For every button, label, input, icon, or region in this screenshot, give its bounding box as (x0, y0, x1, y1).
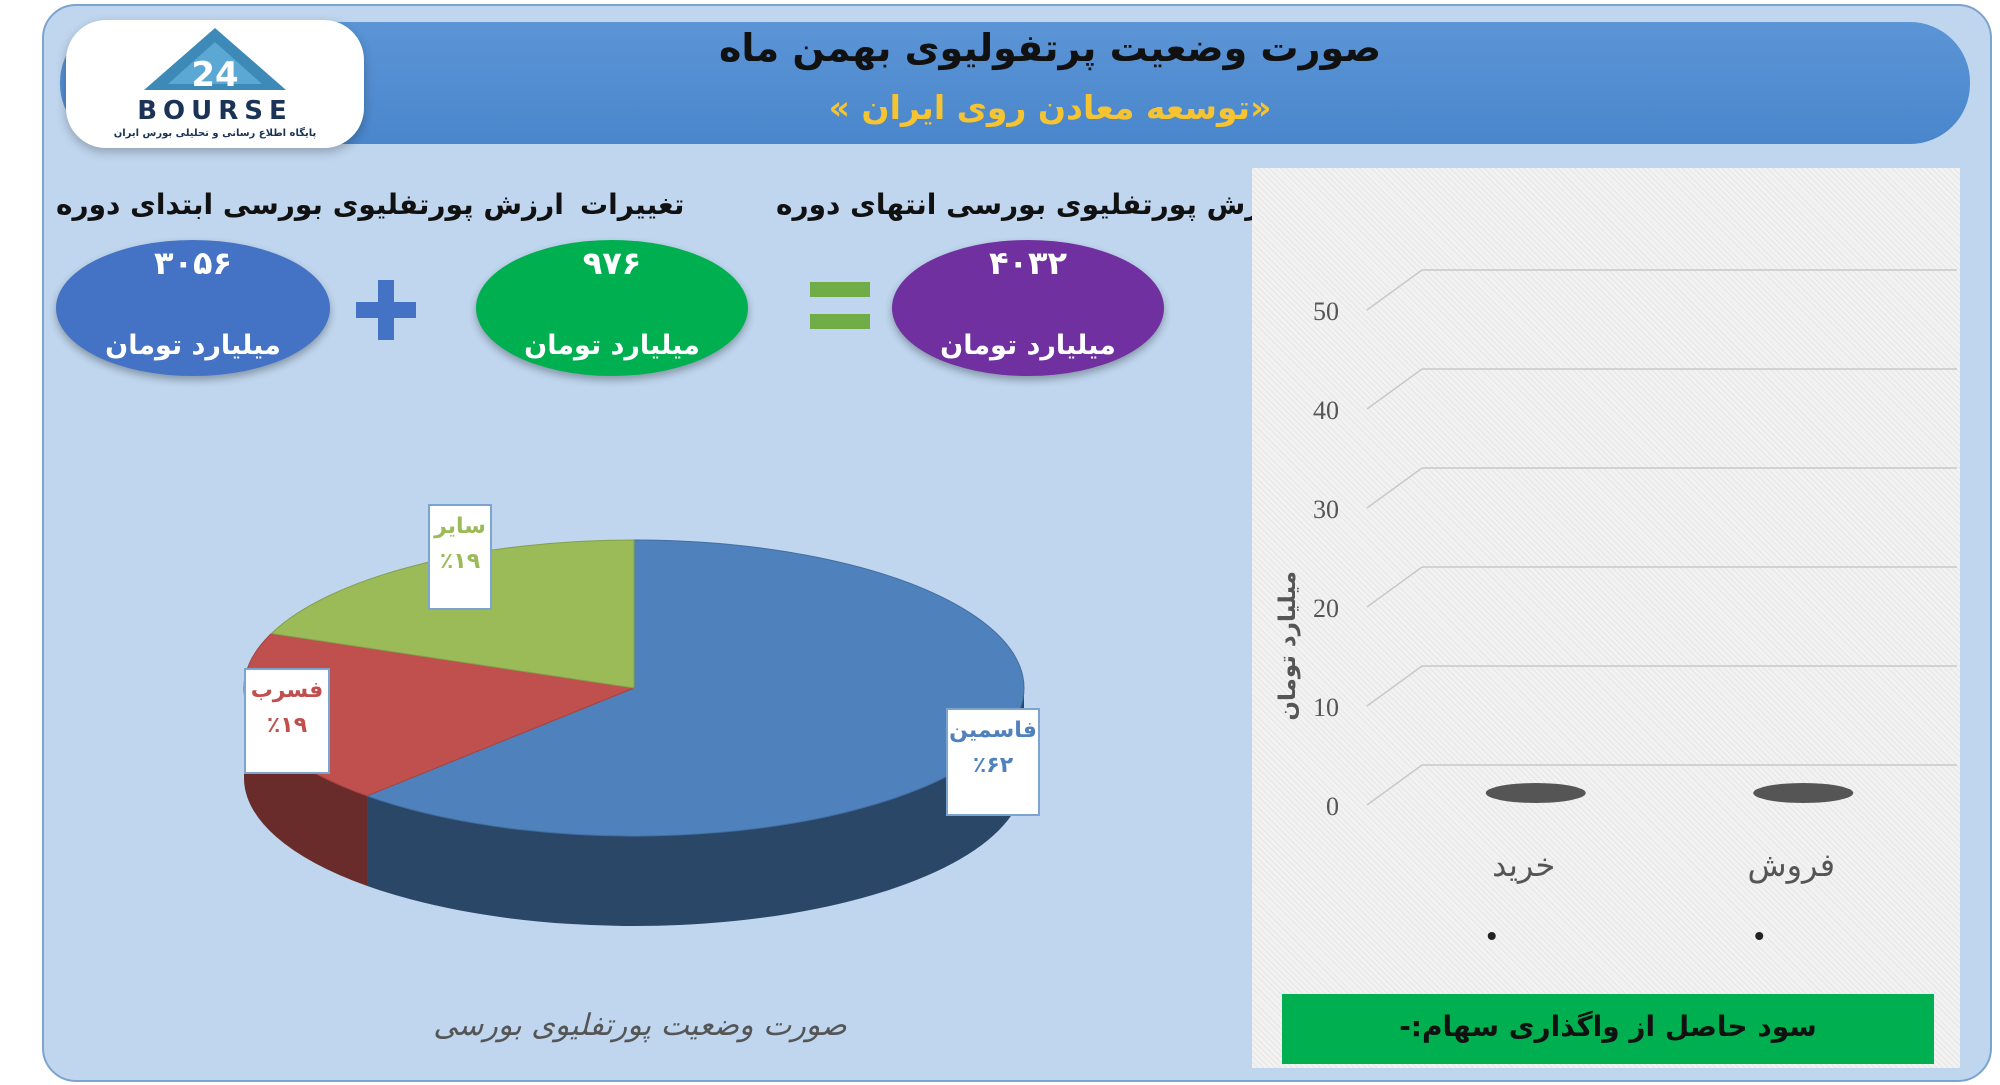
logo-mark-icon: 24 (144, 28, 286, 95)
grid-diag-5 (1366, 269, 1423, 311)
bar-chart-ylabel: میلیارد تومان (1275, 571, 1301, 721)
end-value: ۴۰۳۲ (988, 244, 1068, 282)
y-tick-label-0: 0 (1326, 792, 1339, 821)
bar-1 (1753, 783, 1854, 803)
pie-label-fasrab-name: فسرب (250, 678, 324, 703)
x-tick-label-1: فروش (1748, 846, 1835, 884)
end-value-oval: ۴۰۳۲ میلیارد تومان (892, 240, 1164, 376)
grid-diag-2 (1366, 566, 1423, 608)
start-value-oval: ۳۰۵۶ میلیارد تومان (56, 240, 330, 376)
logo-word: BOURSE (137, 96, 293, 126)
y-tick-label-4: 40 (1313, 396, 1339, 425)
pie-chart-title: صورت وضعیت پورتفلیوی بورسی (433, 1008, 847, 1043)
grid-diag-0 (1366, 764, 1423, 806)
grid-diag-1 (1366, 665, 1423, 707)
pie-label-fasmin: فاسمین ٪۶۲ (946, 708, 1040, 816)
buy-sell-bar-chart: 0 10 20 30 40 50 خرید فروش (1313, 269, 1957, 940)
pie-label-fasmin-name: فاسمین (949, 718, 1037, 743)
x-tick-label-0: خرید (1492, 846, 1555, 884)
pie-side-0-0 (367, 688, 1024, 926)
portfolio-pie-chart (243, 539, 1025, 926)
start-unit: میلیارد تومان (105, 330, 281, 361)
pie-side-1-0 (244, 688, 368, 886)
y-tick-label-2: 20 (1313, 594, 1339, 623)
pie-label-fasrab-value: ٪۱۹ (266, 713, 308, 738)
page-title: صورت وضعیت پرتفولیوی بهمن ماه (718, 26, 1382, 70)
change-value-oval: ۹۷۶ میلیارد تومان (476, 240, 748, 376)
category-dot-1 (1755, 932, 1764, 940)
start-value: ۳۰۵۶ (153, 244, 233, 282)
bar-chart-panel (1252, 168, 1960, 1068)
y-tick-label-5: 50 (1313, 297, 1339, 326)
change-value-label: تغییرات (580, 188, 685, 221)
svg-text:24: 24 (191, 55, 238, 95)
pie-slice-2 (270, 539, 635, 689)
change-value: ۹۷۶ (582, 244, 642, 282)
bourse-logo: 24 BOURSE پایگاه اطلاع رسانی و تحلیلی بو… (66, 20, 364, 148)
header-banner (60, 22, 1970, 144)
bar-0 (1485, 783, 1586, 803)
y-tick-label-3: 30 (1313, 495, 1339, 524)
end-unit: میلیارد تومان (940, 330, 1116, 361)
grid-diag-4 (1366, 368, 1423, 410)
sale-profit-text: سود حاصل از واگذاری سهام:- (1399, 1010, 1817, 1043)
grid-diag-3 (1366, 467, 1423, 509)
start-value-label: ارزش پورتفلیوی بورسی ابتدای دوره (56, 188, 564, 221)
pie-label-fasmin-value: ٪۶۲ (972, 753, 1014, 778)
pie-label-other-value: ٪۱۹ (439, 549, 481, 574)
logo-tagline: پایگاه اطلاع رسانی و تحلیلی بورس ایران (113, 128, 317, 139)
pie-label-fasrab: فسرب ٪۱۹ (244, 668, 330, 774)
page-subtitle: «توسعه معادن روی ایران » (828, 88, 1272, 127)
pie-label-other-name: سایر (434, 514, 486, 539)
end-value-label: ارزش پورتفلیوی بورسی انتهای دوره (776, 188, 1288, 221)
change-unit: میلیارد تومان (524, 330, 700, 361)
equals-icon (810, 282, 870, 332)
plus-icon (356, 280, 416, 340)
y-tick-label-1: 10 (1313, 693, 1339, 722)
sale-profit-note: سود حاصل از واگذاری سهام:- (1282, 994, 1934, 1064)
category-dot-0 (1487, 932, 1496, 940)
pie-label-other: سایر ٪۱۹ (428, 504, 492, 610)
